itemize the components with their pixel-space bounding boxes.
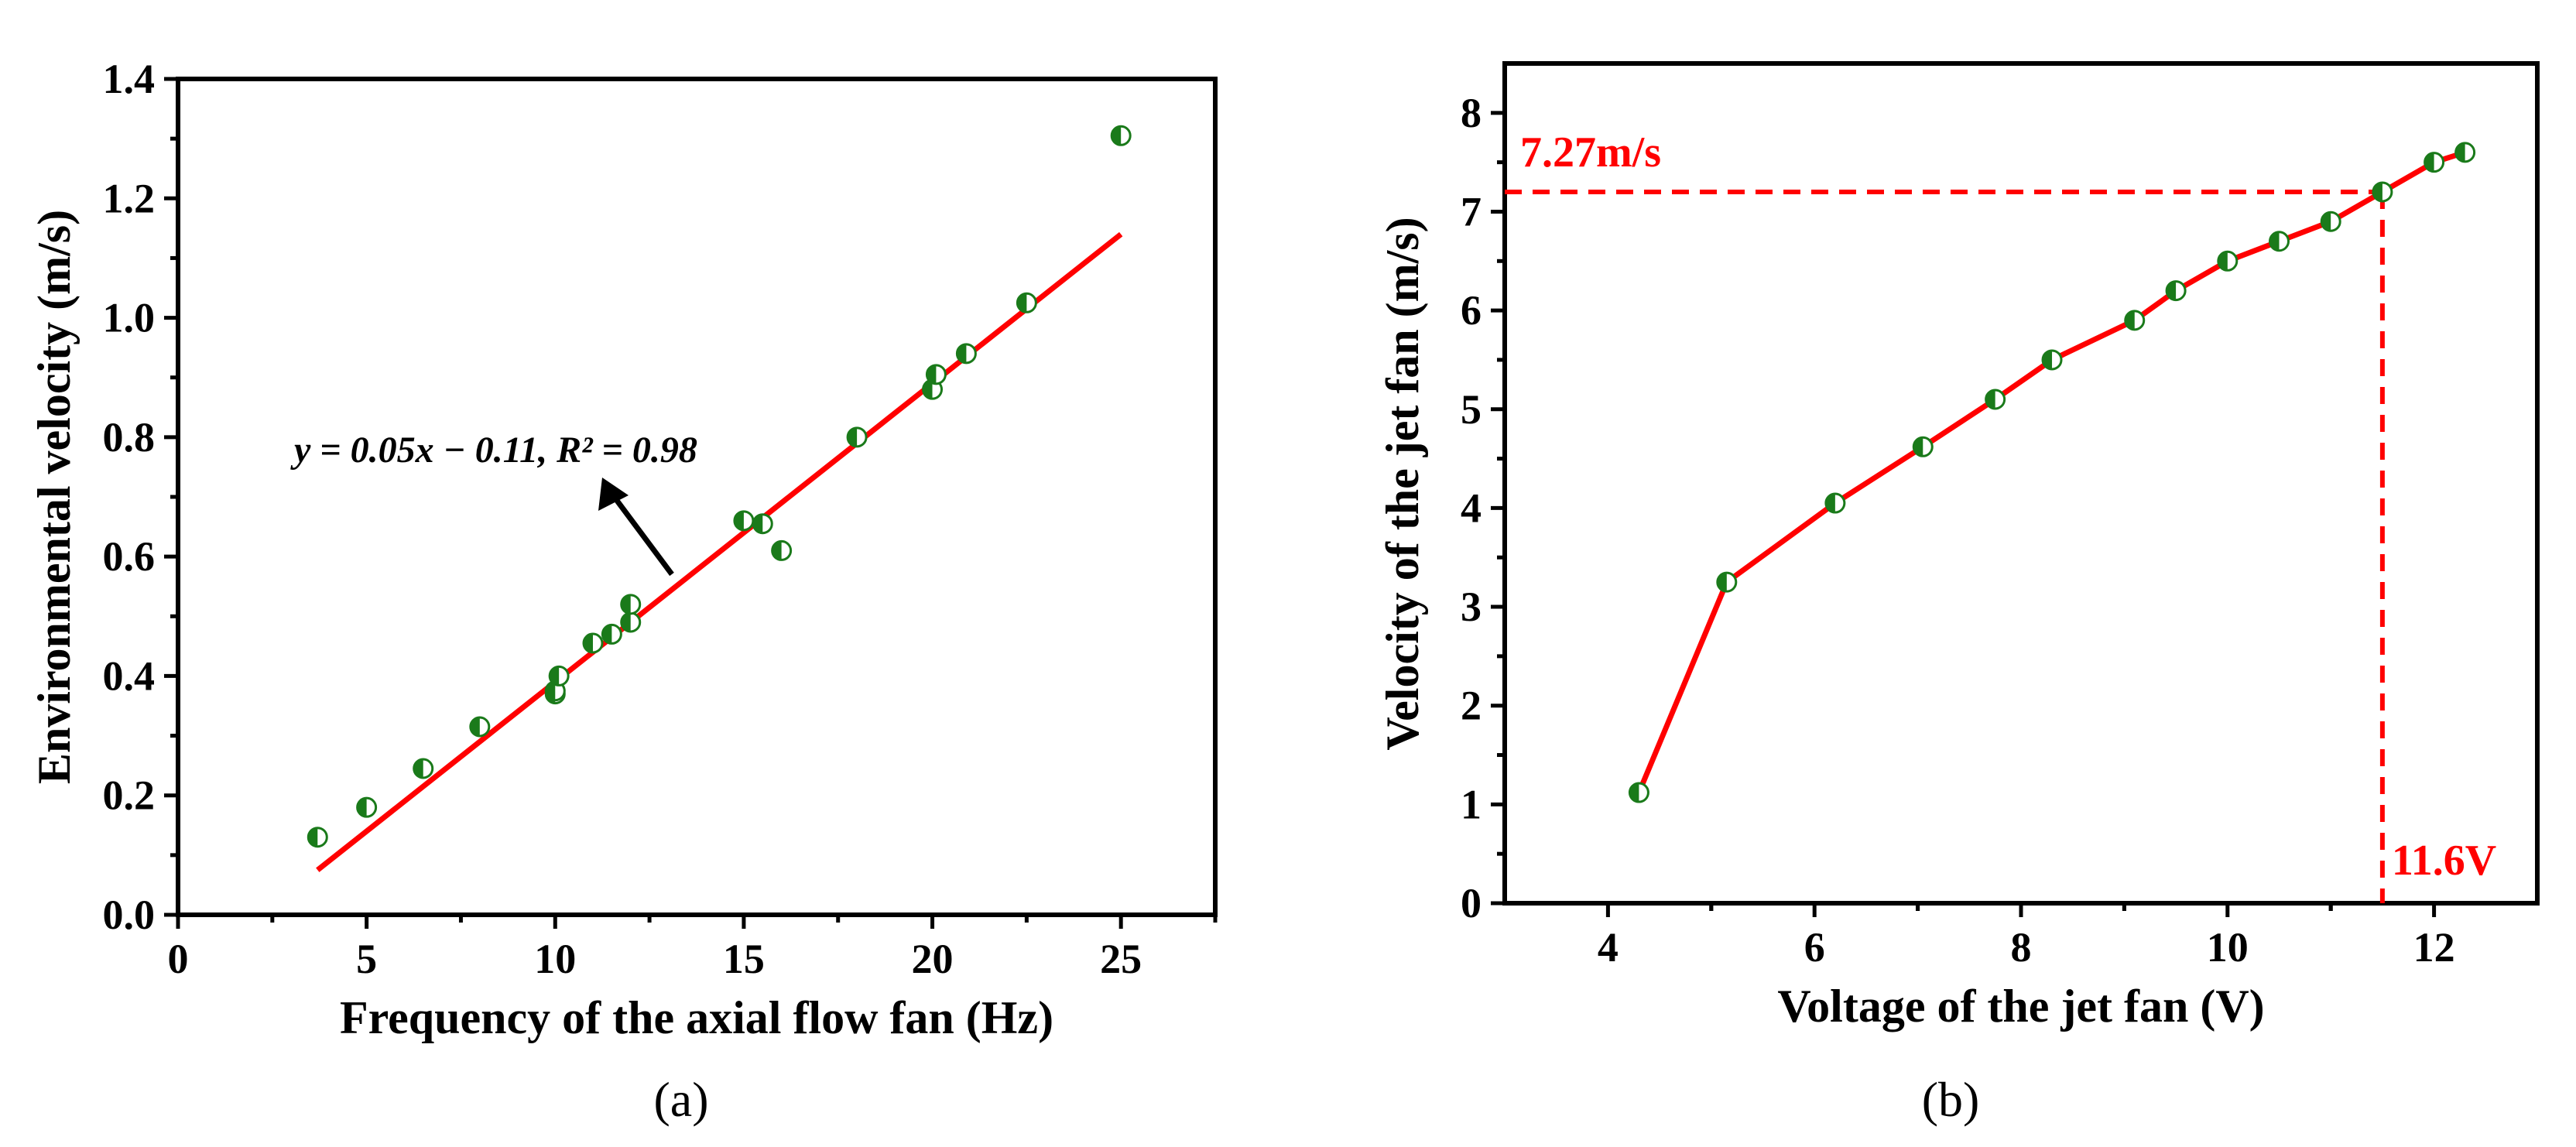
reference-lines-b	[1505, 189, 2385, 903]
x-tick-label: 20	[912, 936, 954, 982]
y-axis-title-a: Environmental velocity (m/s)	[29, 210, 80, 784]
data-point	[413, 758, 434, 779]
series-line-b	[1636, 149, 2466, 794]
y-tick-label: 0.0	[103, 892, 156, 938]
x-axis-title-a: Frequency of the axial flow fan (Hz)	[340, 992, 1053, 1043]
plot-area-a	[176, 77, 1218, 917]
data-point	[1824, 492, 1846, 514]
y-tick-label: 6	[1461, 287, 1482, 334]
y-tick-label: 1	[1461, 781, 1482, 827]
data-point	[469, 716, 491, 738]
y-tick-label: 1.0	[103, 295, 156, 341]
y-tick-label: 0.4	[103, 652, 156, 699]
data-point	[307, 827, 328, 848]
y-tick-label: 1.2	[103, 175, 156, 221]
equation-label: y = 0.05x − 0.11, R² = 0.98	[290, 430, 697, 471]
panel-label-a: (a)	[653, 1072, 708, 1127]
y-tick-label: 2	[1461, 683, 1482, 729]
data-point	[2269, 231, 2290, 252]
data-point	[771, 539, 793, 561]
data-point	[955, 343, 977, 365]
data-point	[1016, 292, 1037, 313]
y-tick-label: 0.2	[103, 772, 156, 819]
data-point	[601, 623, 622, 645]
x-tick-label: 8	[2011, 924, 2032, 971]
data-point	[846, 426, 868, 448]
x-axis-title-b: Voltage of the jet fan (V)	[1777, 981, 2264, 1032]
y-tick-label: 7	[1461, 188, 1482, 235]
panel-label-b: (b)	[1922, 1072, 1980, 1127]
y-tick-label: 8	[1461, 90, 1482, 136]
y-tick-label: 0.6	[103, 533, 156, 580]
x-tick-label: 0	[168, 936, 189, 982]
points-b	[1628, 142, 2476, 803]
x-ticks-a: 0 5 10 15 20 25	[168, 915, 1218, 982]
y-tick-label: 4	[1461, 484, 1482, 531]
series-line	[1636, 149, 2466, 794]
data-point	[1912, 436, 1934, 457]
data-point	[2217, 250, 2239, 272]
axes-frame-a	[176, 77, 1218, 917]
data-point	[620, 611, 642, 633]
data-point	[548, 665, 570, 686]
x-tick-label: 4	[1598, 924, 1619, 971]
data-point	[2165, 280, 2187, 302]
x-tick-label: 5	[356, 936, 377, 982]
data-point	[2041, 349, 2063, 371]
data-point	[733, 510, 755, 532]
data-point	[752, 513, 773, 535]
data-point	[1985, 389, 2006, 410]
y-tick-label: 3	[1461, 584, 1482, 630]
data-point	[582, 632, 604, 654]
y-axis-title-b: Velocity of the jet fan (m/s)	[1377, 217, 1428, 750]
data-point	[356, 796, 378, 818]
points-a	[307, 125, 1132, 848]
fit-line-group-a	[316, 231, 1123, 872]
data-point	[925, 364, 947, 385]
y-ticks-a: 0.0 0.2 0.4 0.6 0.8 1.0 1.2 1.4	[103, 56, 178, 938]
x-ticks-b: 4 6 8 10 12	[1598, 903, 2455, 971]
x-tick-label: 6	[1804, 924, 1825, 971]
y-tick-label: 1.4	[103, 56, 156, 102]
data-point	[620, 594, 642, 615]
data-point	[1628, 782, 1649, 803]
x-tick-label: 10	[534, 936, 576, 982]
data-point	[2424, 152, 2445, 173]
v-ref-label: 11.6V	[2392, 837, 2496, 885]
x-tick-label: 10	[2207, 924, 2249, 971]
y-tick-label: 5	[1461, 386, 1482, 433]
y-tick-label: 0	[1461, 880, 1482, 926]
data-point	[2372, 181, 2393, 203]
equation-annotation-a: y = 0.05x − 0.11, R² = 0.98	[290, 430, 697, 577]
data-point	[1110, 125, 1132, 146]
h-ref-label: 7.27m/s	[1520, 128, 1661, 176]
data-point	[2454, 142, 2476, 163]
arrow-shaft	[611, 493, 674, 577]
arrow-head-icon	[598, 478, 629, 511]
y-ticks-b: 0 1 2 3 4 5 6 7 8	[1461, 90, 1505, 926]
data-point	[2320, 211, 2341, 232]
data-point	[1716, 571, 1738, 593]
chart-a: 0.0 0.2 0.4 0.6 0.8 1.0 1.2 1.4 0 5 10 15 20 25 y = …	[29, 56, 1218, 1127]
data-point	[2124, 310, 2146, 331]
y-tick-label: 0.8	[103, 414, 156, 461]
x-tick-label: 15	[723, 936, 765, 982]
x-tick-label: 12	[2413, 924, 2455, 971]
x-tick-label: 25	[1100, 936, 1142, 982]
fit-line	[316, 231, 1123, 872]
